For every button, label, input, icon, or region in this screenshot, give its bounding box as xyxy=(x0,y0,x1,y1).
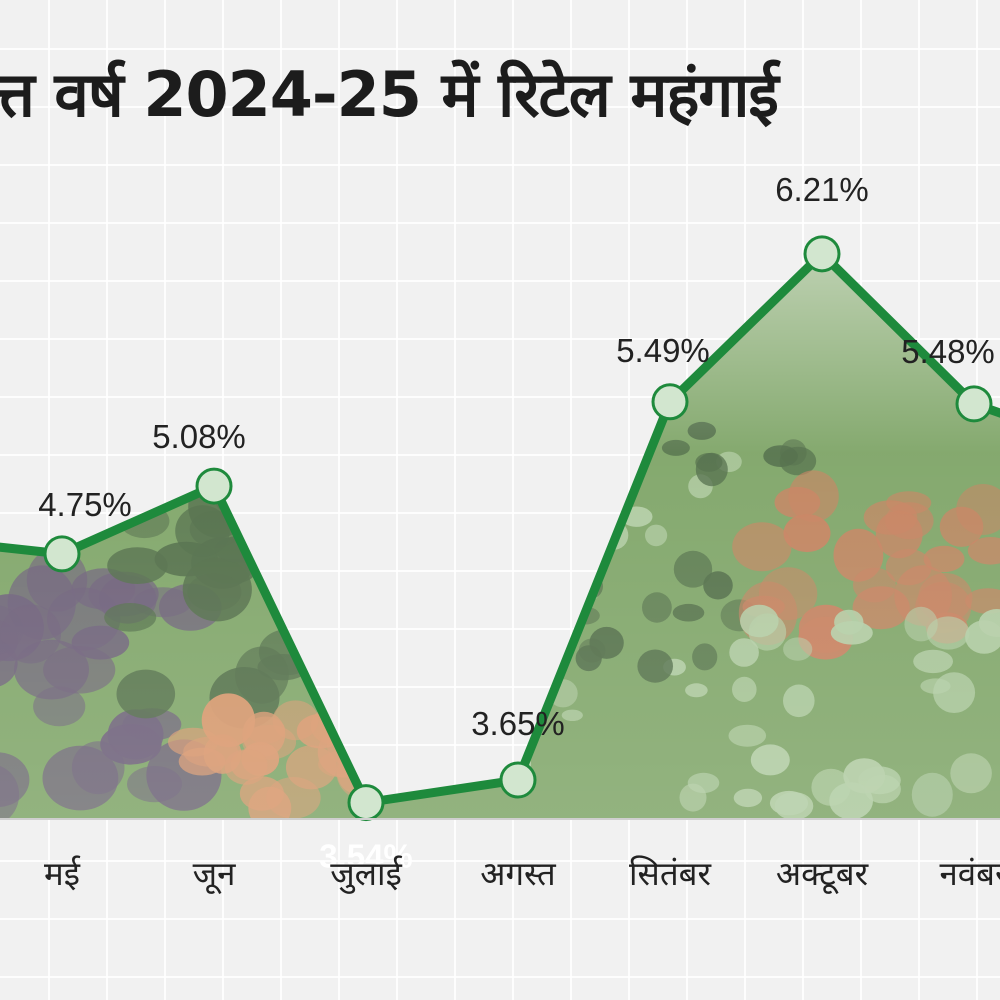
area-texture xyxy=(275,498,333,540)
area-texture xyxy=(422,614,447,631)
area-overlay xyxy=(0,253,1000,819)
area-texture xyxy=(247,466,317,517)
value-label: 6.21% xyxy=(775,171,869,208)
area-texture xyxy=(580,517,611,538)
area-texture xyxy=(510,532,530,553)
value-label: 4.75% xyxy=(38,486,132,523)
area-texture xyxy=(582,466,609,485)
x-tick-label: सितंबर xyxy=(629,854,712,893)
x-axis-line xyxy=(0,818,1000,820)
x-tick-label: जून xyxy=(193,854,236,895)
value-label: 5.08% xyxy=(152,418,246,455)
x-tick-label: नवंबर xyxy=(939,854,1000,893)
area-texture xyxy=(255,523,315,586)
vegetable-photo-area xyxy=(0,253,1000,819)
data-point-5 xyxy=(499,761,537,799)
x-tick-label: अक्टूबर xyxy=(776,854,869,895)
data-point-6 xyxy=(651,383,689,421)
data-point-4 xyxy=(347,784,385,822)
data-point-7 xyxy=(803,235,841,273)
area-texture xyxy=(482,528,508,555)
area-texture xyxy=(263,551,334,591)
area-texture xyxy=(464,541,494,569)
area-texture xyxy=(388,584,412,607)
area-texture xyxy=(439,538,460,556)
value-label: 5.48% xyxy=(901,333,995,370)
area-texture xyxy=(389,418,417,436)
area-texture xyxy=(575,453,604,471)
area-texture xyxy=(349,725,391,761)
area-texture xyxy=(541,438,581,474)
value-label: 3.65% xyxy=(471,705,565,742)
area-texture xyxy=(431,508,459,530)
x-tick-label: जुलाई xyxy=(330,854,403,894)
chart-title: त्त वर्ष 2024-25 में रिटेल महंगाई xyxy=(0,58,779,131)
data-point-8 xyxy=(955,385,993,423)
area-texture xyxy=(389,418,422,440)
value-label: 3.54% xyxy=(319,838,413,875)
data-point-3 xyxy=(195,467,233,505)
area-texture xyxy=(603,426,644,465)
value-label: 5.49% xyxy=(616,332,710,369)
area-texture xyxy=(258,519,313,576)
area-texture xyxy=(580,464,620,496)
x-tick-label: अगस्त xyxy=(480,854,557,893)
data-point-2 xyxy=(43,535,81,573)
area-texture xyxy=(386,757,437,793)
area-texture xyxy=(290,605,351,653)
area-texture xyxy=(232,481,305,547)
x-tick-label: मई xyxy=(44,854,81,893)
area-texture xyxy=(387,761,430,786)
area-texture xyxy=(440,415,462,435)
area-texture xyxy=(398,627,425,652)
area-texture xyxy=(517,658,545,674)
